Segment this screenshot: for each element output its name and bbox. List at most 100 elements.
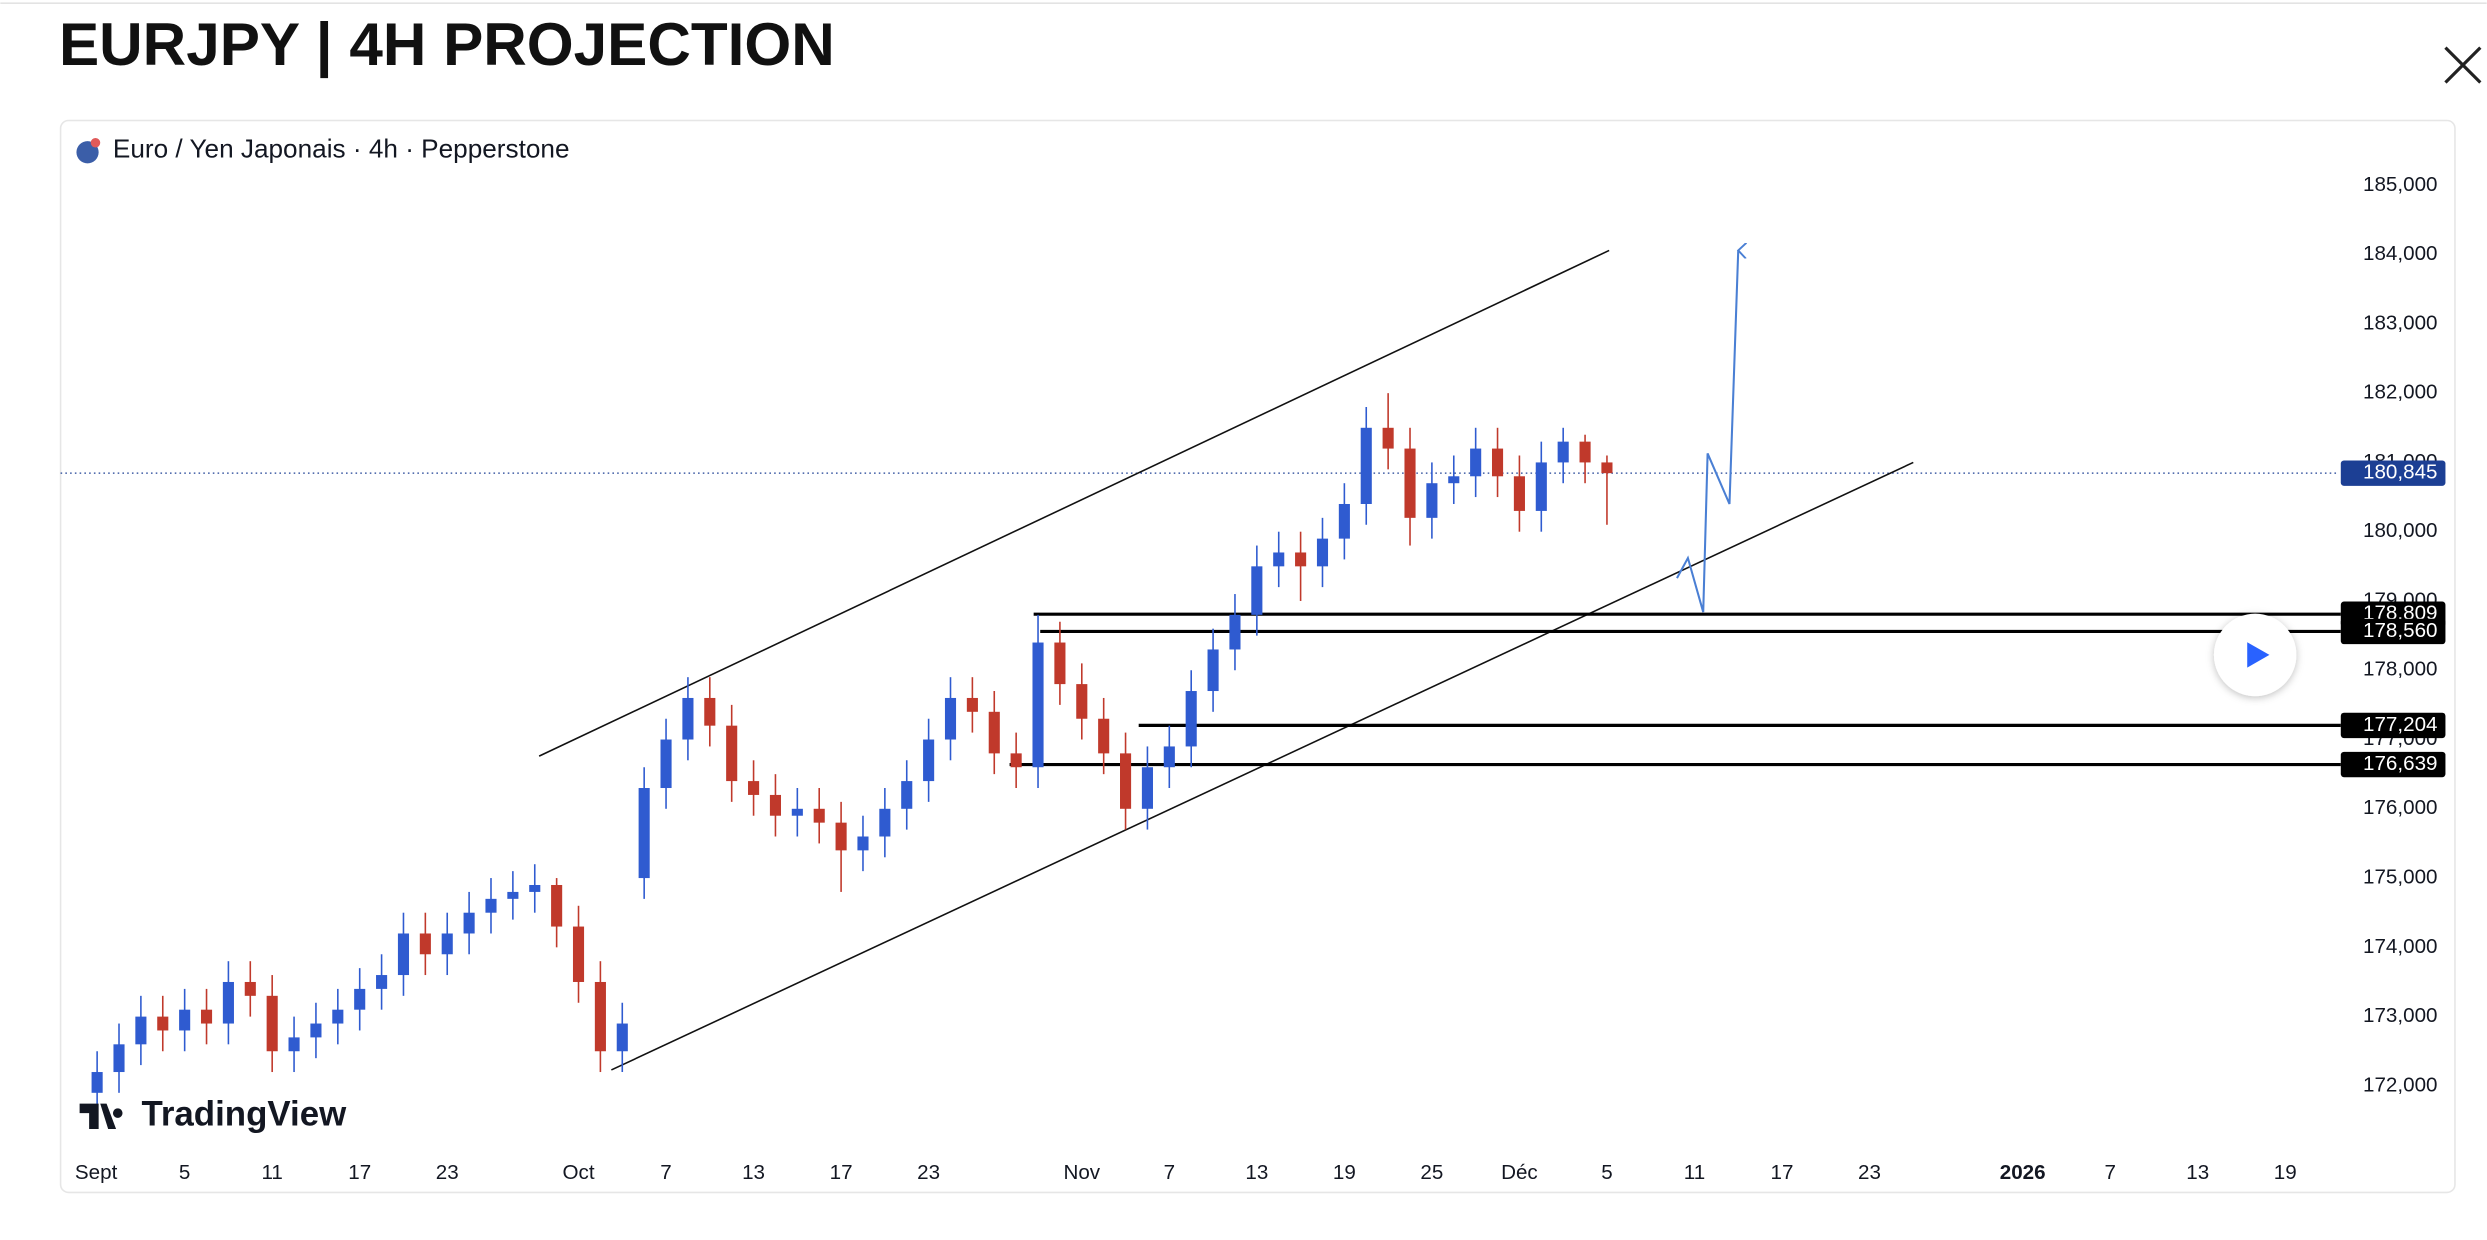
x-tick-label: 7	[1164, 1161, 1175, 1184]
candle-body	[1207, 649, 1219, 692]
candle-body	[179, 1009, 191, 1031]
y-tick-label: 184,000	[2363, 242, 2438, 265]
candle-body	[660, 739, 672, 789]
candle-body	[1535, 462, 1547, 511]
level-label: 177,204	[2363, 713, 2438, 736]
candle-body	[1579, 441, 1591, 463]
y-tick-label: 182,000	[2363, 381, 2438, 404]
last-price-label: 180,845	[2363, 461, 2438, 484]
candle-body	[616, 1023, 628, 1052]
chart-legend: Euro / Yen Japonais · 4h · Pepperstone	[113, 134, 570, 164]
tradingview-logo: TradingView	[79, 1095, 347, 1134]
x-tick-label: 7	[2104, 1161, 2115, 1184]
candle-body	[266, 995, 278, 1052]
candle-body	[1295, 552, 1307, 567]
x-tick-label: 17	[1771, 1161, 1794, 1184]
candle-body	[813, 808, 825, 823]
candle-body	[222, 981, 234, 1024]
candle-body	[463, 912, 475, 934]
candle-body	[441, 933, 453, 955]
candle-body	[1141, 767, 1153, 809]
x-tick-label: 23	[436, 1161, 459, 1184]
y-tick-label: 178,000	[2363, 658, 2438, 681]
candle-body	[1448, 476, 1460, 484]
candle-body	[1076, 684, 1088, 719]
candle-body	[507, 891, 519, 899]
x-tick-label: 11	[261, 1161, 282, 1184]
x-tick-label: 13	[1245, 1161, 1268, 1184]
candle-body	[200, 1009, 213, 1024]
candle-body	[157, 1016, 169, 1031]
candle-body	[1010, 753, 1022, 768]
x-tick-label: 23	[1858, 1161, 1881, 1184]
candle-body	[1098, 718, 1110, 754]
play-button[interactable]	[2213, 613, 2297, 697]
x-tick-label: 13	[742, 1161, 765, 1184]
level-label: 176,639	[2363, 752, 2438, 775]
level-label-box	[2340, 618, 2446, 645]
candle-body	[288, 1037, 300, 1052]
level-label-box	[2340, 751, 2446, 778]
candle-body	[1491, 448, 1504, 477]
x-tick-label: Oct	[562, 1161, 594, 1184]
candle-body	[135, 1016, 147, 1045]
x-tick-label: 17	[348, 1161, 371, 1184]
x-tick-label: 5	[179, 1161, 190, 1184]
candle-body	[594, 981, 606, 1052]
watermark: TradingView	[141, 1095, 347, 1134]
y-tick-label: 172,000	[2363, 1073, 2438, 1096]
projection-path	[1676, 250, 1738, 613]
x-tick-label: 17	[830, 1161, 853, 1184]
candle-body	[551, 884, 563, 927]
candle-body	[1513, 476, 1525, 511]
x-tick-label: 2026	[2000, 1161, 2046, 1184]
level-label-box	[2340, 712, 2446, 739]
candle-body	[1404, 448, 1416, 518]
candle-body	[91, 1072, 103, 1093]
candle-body	[748, 781, 760, 795]
candle-body	[638, 788, 650, 879]
candle-body	[419, 933, 431, 955]
y-tick-label: 180,000	[2363, 519, 2438, 542]
candle-body	[332, 1009, 344, 1024]
candle-body	[1338, 503, 1350, 539]
symbol-icon-dot	[90, 137, 101, 148]
candle-body	[1032, 642, 1044, 768]
candle-body	[1273, 552, 1285, 567]
x-tick-label: 19	[1333, 1161, 1356, 1184]
candle-body	[1382, 427, 1394, 449]
close-button[interactable]	[2444, 46, 2482, 84]
candle-body	[485, 898, 497, 913]
candle-body	[376, 975, 388, 989]
x-tick-label: 23	[917, 1161, 940, 1184]
candle-body	[791, 808, 803, 816]
candle-body	[310, 1023, 322, 1038]
candle-body	[1316, 538, 1329, 567]
candle-body	[1120, 753, 1132, 809]
candle-body	[1163, 746, 1175, 768]
candle-body	[1054, 642, 1066, 685]
candle-body	[1229, 614, 1241, 650]
candle-body	[1251, 566, 1263, 615]
candle-body	[901, 781, 913, 809]
x-tick-label: Sept	[75, 1161, 118, 1184]
candle-body	[944, 697, 957, 740]
last-price-box	[2340, 460, 2446, 486]
candle-body	[682, 697, 694, 740]
candle-body	[726, 725, 738, 782]
candle-body	[988, 711, 1000, 754]
candle-body	[769, 794, 782, 816]
candle-body	[966, 697, 978, 712]
y-tick-label: 185,000	[2363, 173, 2438, 196]
level-label: 178,560	[2363, 619, 2438, 642]
x-tick-label: 13	[2186, 1161, 2209, 1184]
y-tick-label: 174,000	[2363, 935, 2438, 958]
candle-body	[572, 926, 585, 982]
x-tick-label: 11	[1684, 1161, 1705, 1184]
y-tick-label: 175,000	[2363, 866, 2438, 889]
candle-body	[704, 697, 716, 726]
candle-body	[529, 884, 541, 892]
candle-body	[1601, 462, 1613, 474]
